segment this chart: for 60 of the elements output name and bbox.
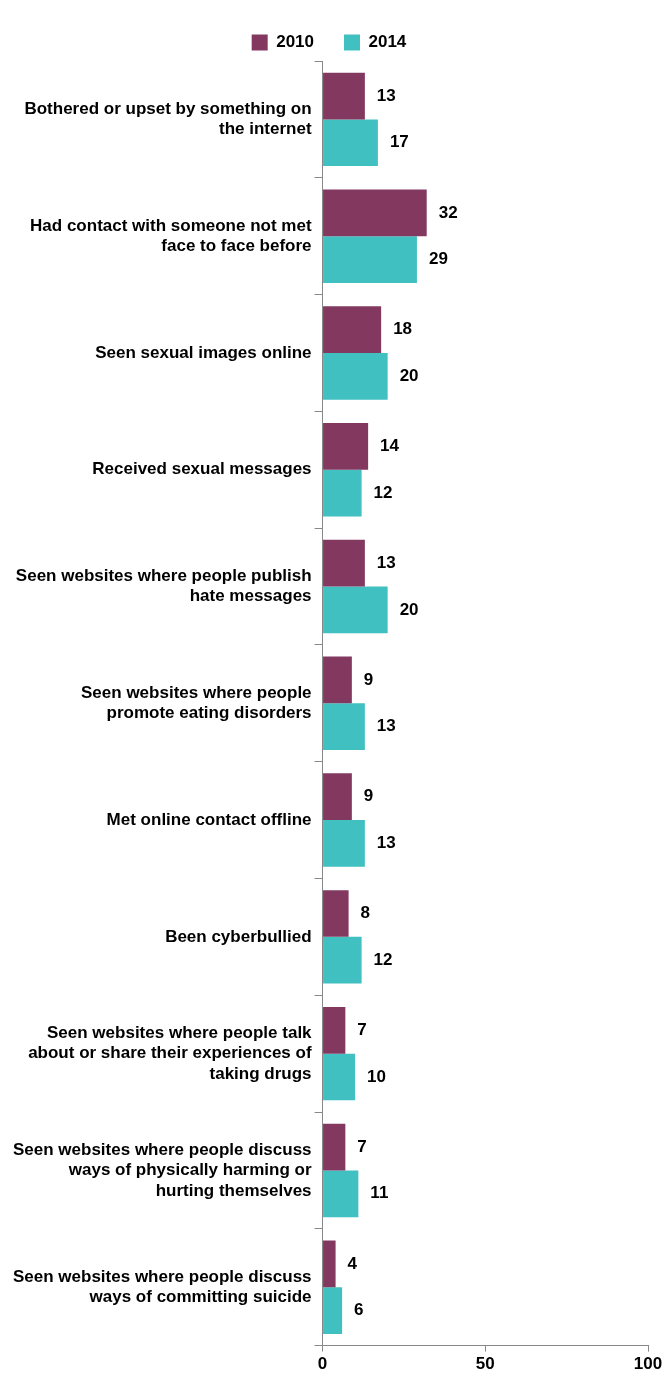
x-tick-label: 0 [317, 1354, 328, 1374]
bar [323, 236, 417, 283]
data-label: 13 [376, 552, 396, 572]
y-tick-label: Seen websites where people discuss ways of physically harming or hurting themselves [13, 1139, 312, 1200]
bar [323, 189, 427, 237]
data-label: 8 [360, 903, 371, 923]
bar [323, 773, 352, 821]
bar [323, 1170, 359, 1218]
data-label: 7 [357, 1019, 367, 1039]
data-label: 18 [393, 319, 413, 339]
data-label: 13 [376, 85, 396, 105]
data-label: 11 [370, 1183, 389, 1203]
y-tick-label: Had contact with someone not met face to face before [30, 215, 312, 256]
data-label: 7 [357, 1136, 367, 1156]
data-label: 32 [438, 202, 458, 222]
data-label: 20 [399, 366, 419, 385]
bar [323, 539, 365, 587]
data-label: 29 [428, 249, 448, 269]
bar [323, 469, 362, 517]
x-tick-label: 50 [475, 1354, 495, 1374]
bar [323, 586, 388, 634]
bar [323, 1287, 343, 1334]
bar [323, 306, 382, 353]
y-tick-label: Seen websites where people discuss ways of committing suicide [13, 1266, 312, 1307]
data-label: 13 [376, 833, 396, 853]
bar [323, 1006, 346, 1054]
bar [323, 72, 365, 120]
y-tick-label: Been cyberbullied [165, 926, 312, 946]
data-label: 10 [367, 1066, 387, 1086]
y-tick-label: Bothered or upset by something on the internet [24, 98, 312, 139]
data-label: 20 [399, 599, 419, 619]
bar [323, 1123, 346, 1171]
data-label: 14 [380, 436, 400, 456]
y-tick-label: Met online contact offline [106, 809, 312, 829]
data-label: 9 [363, 786, 374, 806]
y-tick-label: Seen websites where people publish hate messages [15, 566, 312, 606]
y-tick-label: Received sexual messages [92, 459, 312, 479]
data-label: 13 [376, 716, 396, 736]
data-label: 12 [373, 949, 393, 969]
bar [323, 820, 365, 867]
bar [323, 352, 388, 400]
bar [323, 890, 349, 937]
data-label: 4 [347, 1253, 358, 1273]
y-tick-label: Seen sexual images online [95, 342, 312, 362]
bar [323, 1240, 336, 1288]
legend-label: 2010 [276, 32, 315, 52]
legend-label: 2014 [368, 32, 407, 52]
bar [323, 119, 378, 167]
bar [323, 703, 365, 751]
x-tick-label: 100 [633, 1354, 663, 1374]
bar [323, 423, 369, 470]
y-tick-label: Seen websites where people talk about or share their experiences of taking drugs [28, 1022, 313, 1083]
data-label: 9 [363, 669, 374, 689]
bar [323, 656, 352, 704]
data-label: 6 [354, 1300, 364, 1320]
y-tick-label: Seen websites where people promote eating disorders [81, 682, 312, 723]
data-label: 12 [373, 482, 393, 502]
data-label: 17 [389, 132, 409, 152]
bar [323, 1053, 356, 1101]
bar [323, 936, 362, 984]
